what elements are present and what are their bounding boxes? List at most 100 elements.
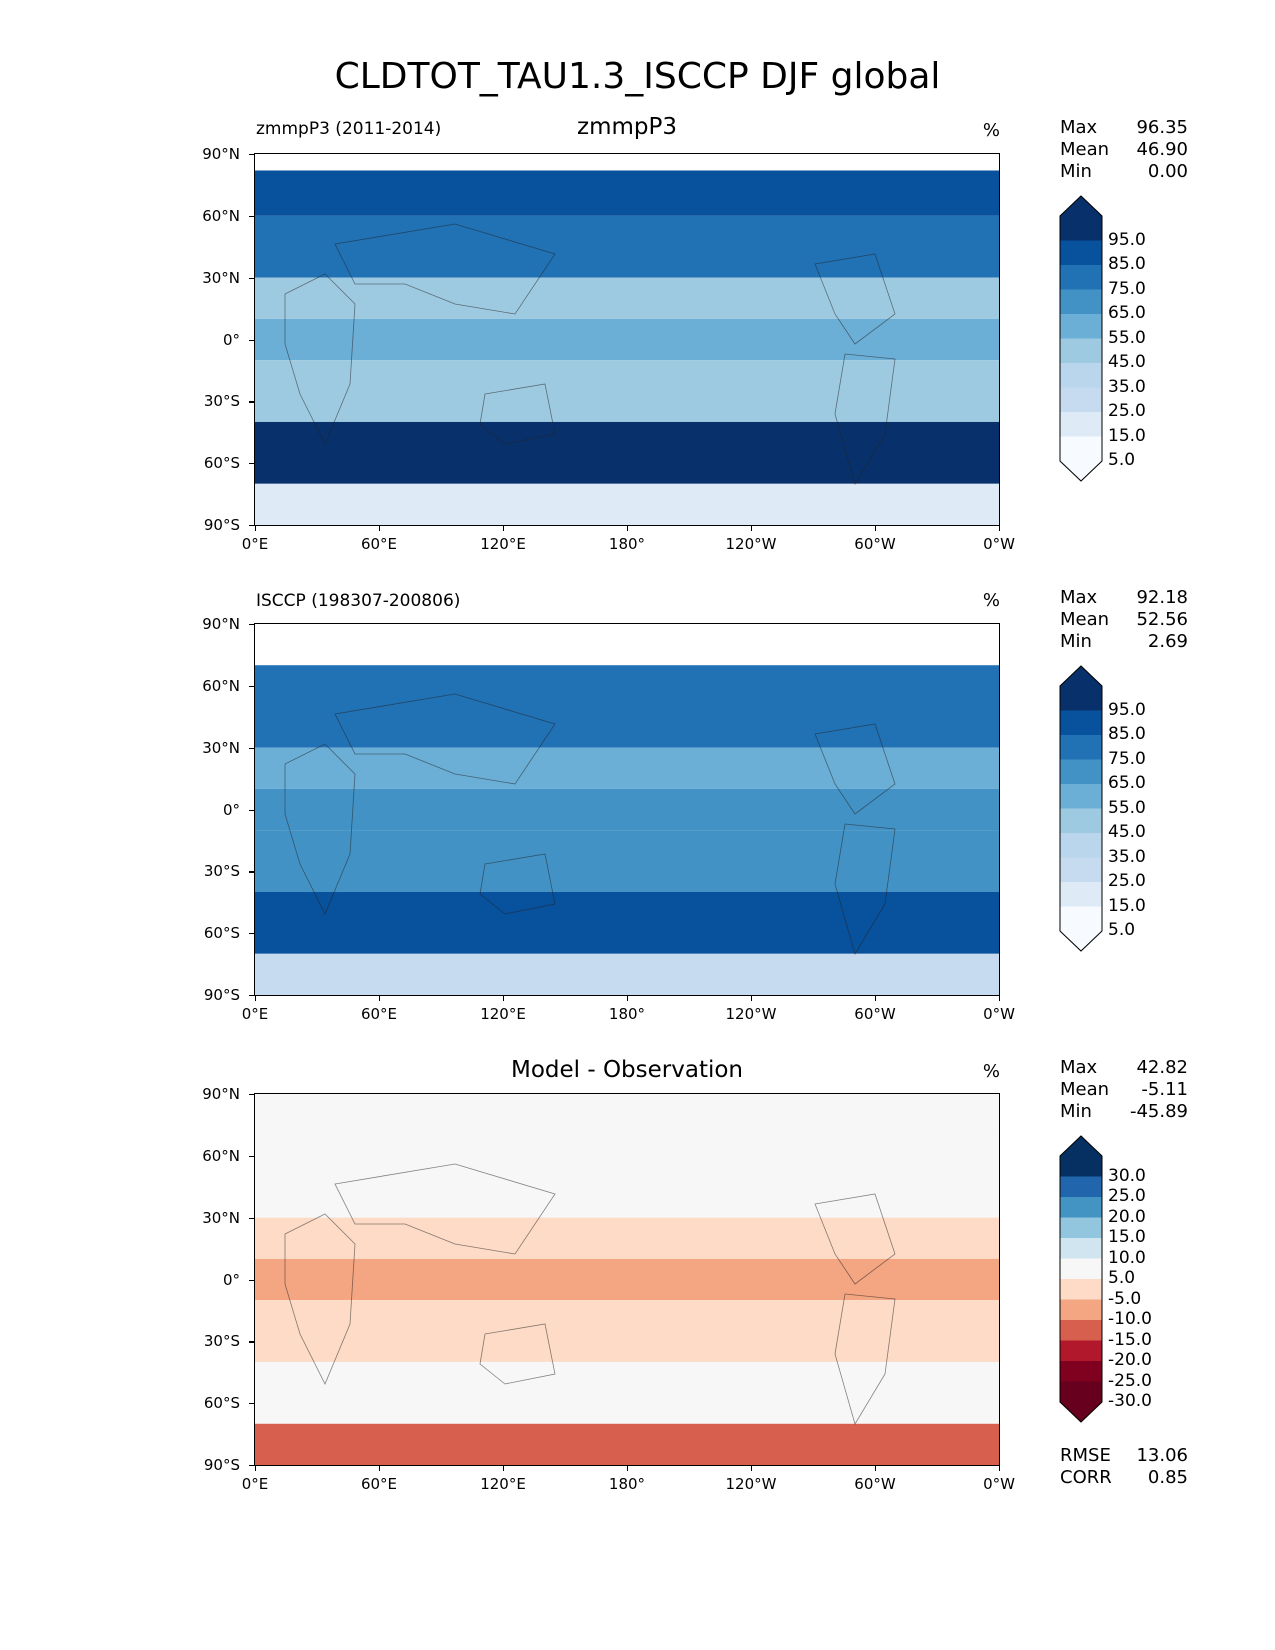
y-tick-label: 60°S bbox=[203, 924, 240, 943]
colorbar-segment bbox=[1060, 666, 1102, 711]
x-tick-mark bbox=[379, 995, 381, 1001]
y-tick-label: 60°S bbox=[203, 1394, 240, 1413]
zonal-band bbox=[255, 788, 999, 831]
x-tick-mark bbox=[999, 1465, 1001, 1471]
x-tick-mark bbox=[379, 1465, 381, 1471]
y-tick-mark bbox=[249, 685, 255, 688]
colorbar-segment bbox=[1060, 1279, 1102, 1300]
x-tick-mark bbox=[875, 995, 877, 1001]
x-tick-label: 60°W bbox=[854, 1005, 896, 1023]
colorbar-label: 5.0 bbox=[1108, 1268, 1136, 1288]
colorbar-segment bbox=[1060, 1320, 1102, 1341]
y-tick-label: 30°S bbox=[203, 1332, 240, 1351]
stat-value: 13.06 bbox=[1136, 1445, 1188, 1466]
zonal-band bbox=[255, 1217, 999, 1259]
panel-center-title: zmmpP3 bbox=[577, 114, 677, 140]
colorbar-segment bbox=[1060, 436, 1102, 481]
colorbar-label: 25.0 bbox=[1108, 401, 1146, 421]
stat-value: 42.82 bbox=[1136, 1057, 1188, 1078]
colorbar-label: 55.0 bbox=[1108, 327, 1146, 348]
zonal-band bbox=[255, 1135, 999, 1218]
y-tick-label: 60°N bbox=[202, 1146, 240, 1165]
colorbar-segment bbox=[1060, 759, 1102, 784]
colorbar-label: -5.0 bbox=[1108, 1288, 1142, 1309]
x-tick-mark bbox=[379, 525, 381, 531]
extra-stats-block: RMSE 13.06 CORR 0.85 bbox=[1060, 1445, 1188, 1489]
colorbar-segment bbox=[1060, 387, 1102, 412]
stat-label: Mean bbox=[1060, 1079, 1110, 1100]
coastline bbox=[814, 1193, 896, 1285]
y-tick-mark bbox=[249, 1465, 255, 1467]
x-tick-label: 180° bbox=[608, 1475, 646, 1493]
stat-label: Min bbox=[1060, 631, 1092, 652]
colorbar-label: 85.0 bbox=[1108, 724, 1146, 744]
x-tick-mark bbox=[503, 995, 505, 1001]
colorbar-label: 10.0 bbox=[1108, 1247, 1146, 1268]
y-tick-mark bbox=[249, 154, 255, 156]
stat-label: Max bbox=[1060, 1057, 1098, 1078]
stat-row: RMSE 13.06 bbox=[1060, 1445, 1188, 1467]
panel-center-title: Model - Observation bbox=[510, 1057, 744, 1083]
y-tick-mark bbox=[249, 747, 255, 749]
y-tick-mark bbox=[249, 1155, 255, 1158]
stat-label: CORR bbox=[1060, 1467, 1112, 1488]
x-tick-mark bbox=[751, 1465, 753, 1471]
stats-block: Max 92.18 Mean 52.56 Min 2.69 bbox=[1060, 587, 1188, 653]
x-tick-mark bbox=[875, 525, 877, 531]
zonal-band bbox=[255, 360, 999, 422]
x-tick-label: 60°E bbox=[360, 1005, 398, 1023]
colorbar-segment bbox=[1060, 882, 1102, 907]
stat-row: Min -45.89 bbox=[1060, 1101, 1188, 1123]
x-tick-mark bbox=[627, 1465, 629, 1471]
x-tick-label: 120°E bbox=[480, 1475, 526, 1493]
x-tick-label: 0°W bbox=[983, 1475, 1015, 1493]
stat-label: Max bbox=[1060, 587, 1098, 608]
x-tick-mark bbox=[627, 995, 629, 1001]
stat-value: 0.85 bbox=[1147, 1467, 1188, 1488]
panel-difference: Model - Observation % 90°N 60°N 30°N 0° 30°S… bbox=[0, 0, 1275, 1493]
x-tick-mark bbox=[999, 525, 1001, 531]
x-tick-mark bbox=[255, 525, 257, 531]
colorbar-label: 15.0 bbox=[1108, 895, 1146, 916]
colorbar-segment bbox=[1060, 1258, 1102, 1279]
stat-label: Max bbox=[1060, 117, 1098, 138]
y-tick-label: 30°N bbox=[202, 268, 240, 287]
stat-label: Min bbox=[1060, 1101, 1092, 1122]
coastline bbox=[479, 383, 556, 445]
zonal-band bbox=[255, 1300, 999, 1362]
x-tick-label: 120°W bbox=[725, 1475, 777, 1493]
y-tick-label: 60°S bbox=[203, 454, 240, 473]
zonal-band bbox=[255, 624, 999, 666]
stat-row: Max 96.35 bbox=[1060, 117, 1188, 139]
zonal-band bbox=[255, 953, 999, 995]
colorbar-label: 45.0 bbox=[1108, 822, 1146, 842]
colorbar-segment bbox=[1060, 338, 1102, 363]
colorbar-label: 5.0 bbox=[1108, 450, 1136, 470]
zonal-band bbox=[255, 170, 999, 216]
x-tick-label: 60°E bbox=[360, 535, 398, 553]
y-tick-label: 30°N bbox=[202, 1208, 240, 1227]
stats-block: Max 42.82 Mean -5.11 Min -45.89 bbox=[1060, 1057, 1188, 1123]
y-tick-label: 60°N bbox=[202, 206, 240, 225]
panel-left-title: zmmpP3 (2011-2014) bbox=[256, 119, 442, 139]
colorbar-segment bbox=[1060, 1381, 1102, 1422]
stat-label: Mean bbox=[1060, 139, 1110, 160]
y-tick-mark bbox=[249, 1217, 255, 1219]
coastline bbox=[334, 693, 556, 785]
map-observation bbox=[254, 623, 1000, 996]
y-tick-mark bbox=[249, 277, 255, 279]
map-field bbox=[255, 624, 999, 995]
colorbar-segment bbox=[1060, 1136, 1102, 1177]
colorbar-label: 65.0 bbox=[1108, 773, 1146, 793]
y-tick-label: 30°S bbox=[203, 862, 240, 881]
stat-row: Mean 46.90 bbox=[1060, 139, 1188, 161]
panel-units: % bbox=[982, 1061, 1000, 1082]
figure-title: CLDTOT_TAU1.3_ISCCP DJF global bbox=[334, 56, 941, 97]
colorbar-segment bbox=[1060, 833, 1102, 858]
y-tick-label: 90°S bbox=[203, 1456, 240, 1474]
x-tick-label: 120°W bbox=[725, 535, 777, 553]
coastline bbox=[479, 853, 556, 915]
stats-block: Max 96.35 Mean 46.90 Min 0.00 bbox=[1060, 117, 1188, 183]
colorbar-label: 5.0 bbox=[1108, 920, 1136, 940]
stat-label: Mean bbox=[1060, 609, 1110, 630]
